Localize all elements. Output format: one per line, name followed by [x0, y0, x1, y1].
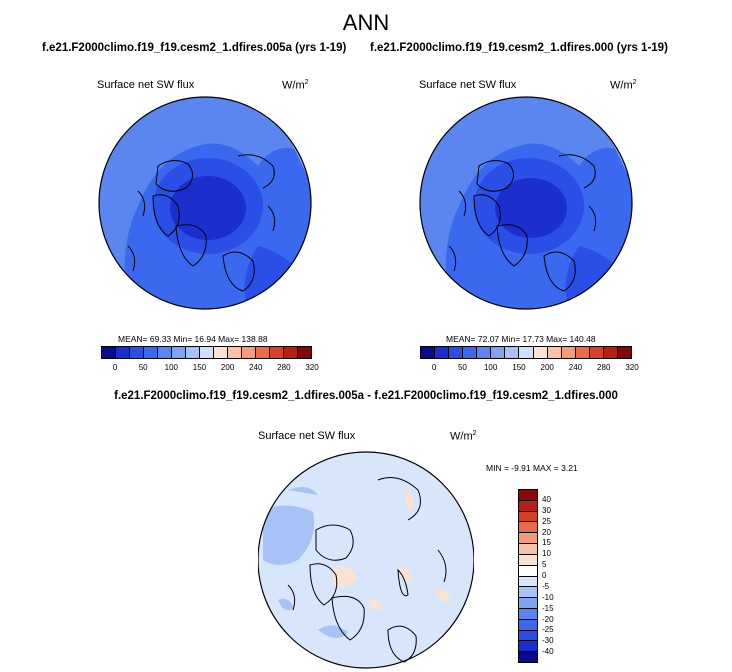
colorbar-box [561, 347, 576, 358]
panel-1-map [98, 96, 312, 310]
colorbar-tick-label: -5 [542, 581, 550, 591]
colorbar-box [256, 347, 270, 358]
colorbar-tick-label: 0 [542, 571, 547, 580]
colorbar-tick-label: 320 [305, 363, 319, 372]
colorbar-tick-label: 30 [542, 505, 551, 515]
panel-1-stats: MEAN= 69.33 Min= 16.94 Max= 138.88 [118, 334, 268, 344]
colorbar-box [519, 587, 537, 599]
colorbar-box [158, 347, 172, 358]
colorbar-box [533, 347, 548, 358]
colorbar-tick-label: 200 [540, 363, 554, 372]
colorbar-box [519, 565, 537, 577]
colorbar-box [519, 608, 537, 620]
colorbar-tick-label: 0 [431, 363, 437, 372]
colorbar-tick-label: 150 [512, 363, 526, 372]
diff-coastlines [287, 477, 447, 663]
diff-variable: Surface net SW flux [258, 430, 356, 442]
colorbar-tick-label: -10 [542, 592, 554, 602]
colorbar-box [130, 347, 144, 358]
colorbar-tick-label: -40 [542, 647, 554, 657]
colorbar-box [214, 347, 228, 358]
panel-2-stats: MEAN= 72.07 Min= 17.73 Max= 140.48 [446, 334, 596, 344]
colorbar-box [589, 347, 604, 358]
colorbar-box [477, 347, 492, 358]
colorbar-box [200, 347, 214, 358]
colorbar-tick-label: 40 [542, 494, 551, 504]
colorbar-tick-label: 50 [457, 363, 467, 372]
colorbar-tick-label: 5 [542, 560, 547, 570]
colorbar-tick-label: -25 [542, 625, 554, 635]
colorbar-tick-label: 280 [597, 363, 611, 372]
colorbar-tick-label: 240 [249, 363, 263, 372]
colorbar-tick-label: 10 [542, 549, 551, 559]
colorbar-tick-label: 100 [483, 363, 498, 372]
colorbar-box [186, 347, 200, 358]
panel-1-units: W/m2 [282, 79, 309, 92]
colorbar-box [519, 490, 537, 501]
diff-stats: MIN = -9.91 MAX = 3.21 [486, 463, 578, 473]
colorbar-tick-label: 200 [220, 363, 235, 372]
colorbar-box [228, 347, 242, 358]
main-title: ANN [342, 10, 390, 35]
panel-2-colorbar [420, 346, 632, 359]
colorbar-tick-label: 320 [625, 363, 639, 372]
colorbar-box [102, 347, 116, 358]
diff-colorbar [518, 489, 538, 663]
colorbar-box [519, 500, 537, 512]
colorbar-box [519, 522, 537, 534]
colorbar-tick-label: -15 [542, 603, 554, 613]
panel-2-title: f.e21.F2000climo.f19_f19.cesm2_1.dfires.… [370, 42, 668, 54]
colorbar-tick-label: 25 [542, 516, 551, 526]
diff-map [258, 451, 474, 669]
colorbar-box [270, 347, 284, 358]
colorbar-box [519, 652, 537, 662]
colorbar-tick-label: 50 [138, 363, 148, 372]
colorbar-box [449, 347, 464, 358]
colorbar-tick-label: 15 [542, 538, 551, 548]
colorbar-box [298, 347, 311, 358]
panel-2-units: W/m2 [610, 79, 637, 92]
colorbar-tick-label: 20 [542, 527, 551, 537]
colorbar-box [519, 641, 537, 653]
colorbar-box [519, 511, 537, 523]
colorbar-box [435, 347, 450, 358]
panel-1-variable: Surface net SW flux [97, 79, 195, 91]
diff-units: W/m2 [450, 430, 477, 443]
colorbar-box [144, 347, 158, 358]
colorbar-tick-label: 280 [277, 363, 291, 372]
colorbar-box [242, 347, 256, 358]
colorbar-tick-label: -30 [542, 636, 554, 646]
colorbar-box [617, 347, 631, 358]
colorbar-box [519, 347, 534, 358]
colorbar-box [491, 347, 506, 358]
colorbar-box [505, 347, 520, 358]
colorbar-box [547, 347, 562, 358]
colorbar-box [519, 554, 537, 566]
colorbar-box [172, 347, 186, 358]
colorbar-box [519, 533, 537, 545]
panel-1-title: f.e21.F2000climo.f19_f19.cesm2_1.dfires.… [42, 42, 347, 54]
colorbar-box [116, 347, 130, 358]
colorbar-box [519, 630, 537, 642]
colorbar-box [463, 347, 478, 358]
colorbar-box [603, 347, 618, 358]
colorbar-box [519, 544, 537, 555]
panel-2-variable: Surface net SW flux [419, 79, 517, 91]
colorbar-box [575, 347, 590, 358]
colorbar-box [284, 347, 298, 358]
colorbar-box [519, 576, 537, 588]
panel-1-coastlines [127, 154, 276, 292]
colorbar-tick-label: 240 [568, 363, 583, 372]
colorbar-tick-label: -20 [542, 614, 554, 624]
colorbar-tick-label: 0 [112, 363, 118, 372]
panel-2-coastlines [448, 154, 597, 292]
panel-2-map [419, 96, 633, 310]
colorbar-box [519, 598, 537, 609]
colorbar-tick-label: 100 [164, 363, 179, 372]
panel-1-colorbar [101, 346, 312, 359]
colorbar-box [421, 347, 436, 358]
colorbar-box [519, 619, 537, 631]
colorbar-tick-label: 150 [192, 363, 207, 372]
diff-title: f.e21.F2000climo.f19_f19.cesm2_1.dfires.… [114, 390, 618, 402]
